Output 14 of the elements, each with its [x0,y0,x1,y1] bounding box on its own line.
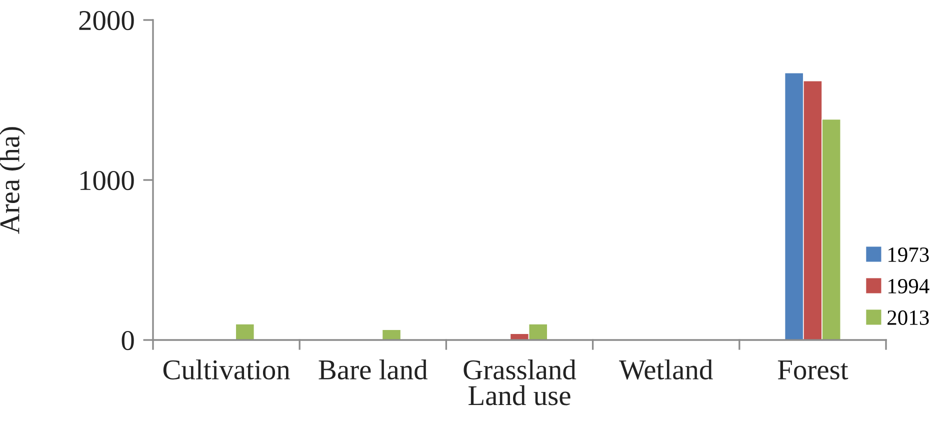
x-tick-label: Forest [778,360,848,380]
x-tick-label: Bare land [318,359,428,380]
y-tick-label: 0 [122,330,134,350]
x-axis-title: Land use [468,385,570,406]
bar [235,324,255,340]
y-tick-label: 1000 [80,170,134,190]
x-tick-label: Wetland [619,359,713,380]
x-tick-label: Grassland [464,359,576,380]
x-tick-label: Cultivation [163,359,290,380]
y-tick-label: 2000 [79,10,134,30]
legend-label: 1973 [888,247,929,262]
legend-label: 1994 [888,278,930,294]
legend-label: 2013 [888,310,929,325]
bar [382,329,402,340]
